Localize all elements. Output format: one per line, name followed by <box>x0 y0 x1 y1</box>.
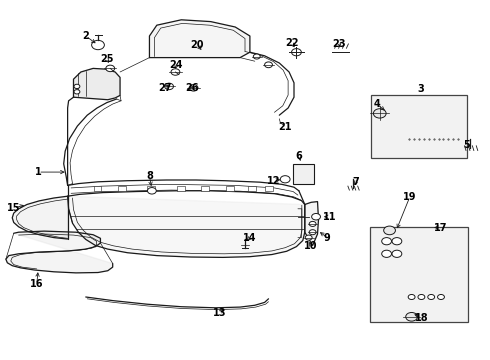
Circle shape <box>171 69 180 75</box>
Text: 27: 27 <box>158 83 172 93</box>
Circle shape <box>406 312 417 321</box>
Bar <box>147 186 155 191</box>
Text: 3: 3 <box>417 84 424 94</box>
Bar <box>265 186 273 191</box>
Text: 12: 12 <box>267 176 280 186</box>
Text: 10: 10 <box>304 240 318 251</box>
Text: 18: 18 <box>415 312 428 323</box>
Circle shape <box>438 294 444 300</box>
Bar <box>201 186 209 191</box>
Text: 24: 24 <box>170 60 183 70</box>
Text: 20: 20 <box>190 40 204 50</box>
Bar <box>226 186 234 191</box>
Bar <box>118 186 126 191</box>
Circle shape <box>384 226 395 235</box>
Text: 5: 5 <box>464 140 470 150</box>
Circle shape <box>312 213 320 220</box>
Circle shape <box>92 40 104 50</box>
Circle shape <box>106 65 115 72</box>
Text: 22: 22 <box>285 38 298 48</box>
Polygon shape <box>68 196 305 257</box>
Circle shape <box>428 294 435 300</box>
Polygon shape <box>305 202 318 246</box>
Circle shape <box>408 294 415 300</box>
Text: 13: 13 <box>213 308 226 318</box>
Bar <box>293 164 314 184</box>
Text: 9: 9 <box>324 233 331 243</box>
Circle shape <box>418 294 425 300</box>
Circle shape <box>74 84 80 89</box>
Text: 23: 23 <box>332 39 346 49</box>
Circle shape <box>147 188 156 194</box>
Polygon shape <box>74 68 120 100</box>
Circle shape <box>305 235 312 240</box>
Text: 15: 15 <box>7 203 21 213</box>
Text: 4: 4 <box>374 99 381 109</box>
Circle shape <box>189 85 198 91</box>
Text: 11: 11 <box>322 212 336 222</box>
Text: 25: 25 <box>100 54 114 64</box>
Text: 8: 8 <box>146 171 153 181</box>
Circle shape <box>253 54 260 59</box>
Bar <box>370 227 468 322</box>
Bar <box>248 186 256 191</box>
Text: 7: 7 <box>352 177 359 187</box>
Circle shape <box>74 90 80 94</box>
Text: 19: 19 <box>403 192 416 202</box>
Text: 26: 26 <box>185 83 199 93</box>
Text: 2: 2 <box>82 31 89 41</box>
Text: 17: 17 <box>434 222 448 233</box>
Text: 21: 21 <box>278 122 292 132</box>
Bar <box>94 186 101 191</box>
Bar <box>371 95 467 158</box>
Text: 16: 16 <box>30 279 44 289</box>
Circle shape <box>292 49 301 56</box>
Text: 14: 14 <box>243 233 257 243</box>
Circle shape <box>373 109 386 118</box>
Circle shape <box>280 176 290 183</box>
Text: 1: 1 <box>35 167 42 177</box>
Polygon shape <box>6 231 113 273</box>
Circle shape <box>382 250 392 257</box>
Bar <box>177 186 185 191</box>
Circle shape <box>309 221 316 226</box>
Text: 6: 6 <box>295 150 302 161</box>
Circle shape <box>382 238 392 245</box>
Circle shape <box>265 62 272 68</box>
Circle shape <box>392 238 402 245</box>
Polygon shape <box>12 196 68 239</box>
Circle shape <box>392 250 402 257</box>
Polygon shape <box>149 20 250 58</box>
Polygon shape <box>377 232 461 302</box>
Circle shape <box>309 230 316 235</box>
Circle shape <box>165 83 173 90</box>
